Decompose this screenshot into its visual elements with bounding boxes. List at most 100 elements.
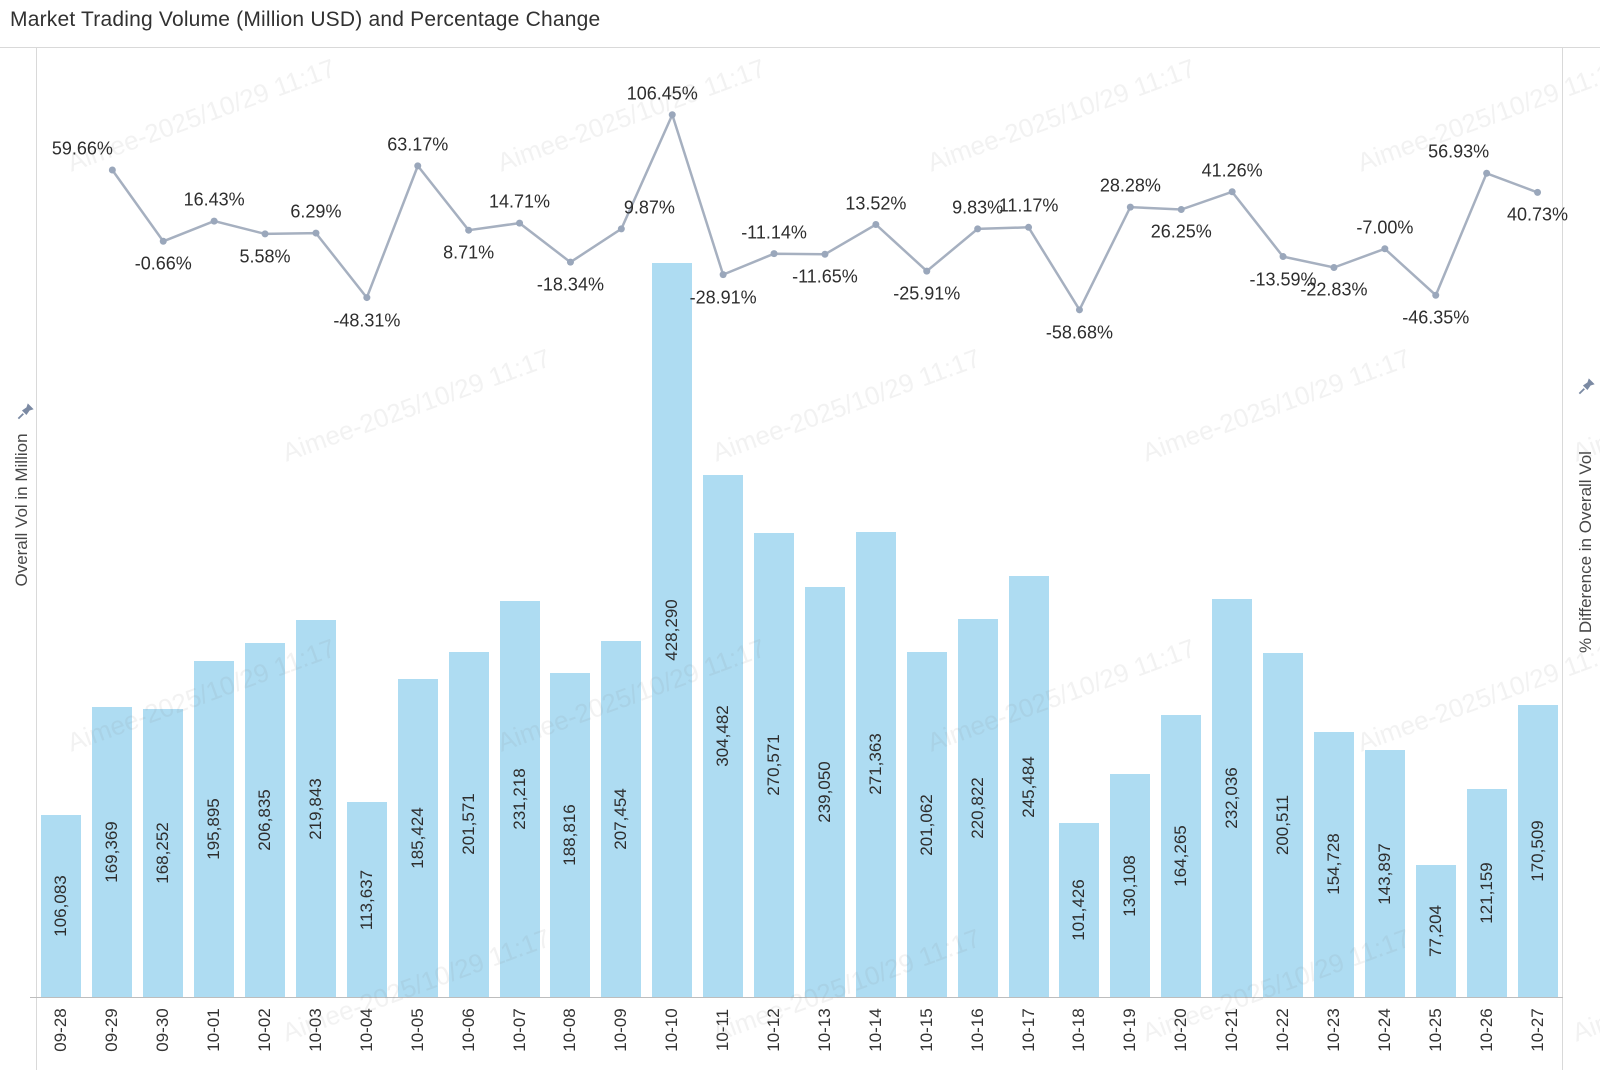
percent-change-label: -28.91% bbox=[689, 287, 757, 308]
plot-area bbox=[36, 47, 1563, 1070]
pin-icon-left-axis[interactable] bbox=[17, 402, 35, 420]
line-marker[interactable] bbox=[312, 229, 320, 237]
volume-bar[interactable] bbox=[1212, 599, 1253, 997]
volume-bar[interactable] bbox=[754, 533, 795, 997]
line-marker[interactable] bbox=[261, 230, 269, 238]
line-marker[interactable] bbox=[159, 237, 167, 245]
line-marker[interactable] bbox=[1075, 306, 1083, 314]
volume-bar[interactable] bbox=[957, 618, 998, 997]
bar-value-label: 170,509 bbox=[1527, 820, 1547, 882]
line-marker[interactable] bbox=[821, 250, 829, 258]
volume-bar[interactable] bbox=[1059, 823, 1100, 997]
percent-change-label: -25.91% bbox=[893, 283, 961, 304]
line-marker[interactable] bbox=[414, 162, 422, 170]
line-marker[interactable] bbox=[974, 225, 982, 233]
percent-change-label: 5.58% bbox=[239, 246, 291, 267]
pin-icon-right-axis[interactable] bbox=[1578, 377, 1596, 395]
volume-bar[interactable] bbox=[143, 708, 184, 997]
volume-bar[interactable] bbox=[397, 679, 438, 997]
bar-value-label: 206,835 bbox=[255, 789, 275, 851]
line-marker[interactable] bbox=[1228, 188, 1236, 196]
volume-bar[interactable] bbox=[703, 475, 744, 997]
volume-bar[interactable] bbox=[652, 262, 693, 997]
bar-value-label: 201,062 bbox=[916, 793, 936, 856]
bar-value-label: 188,816 bbox=[560, 804, 580, 866]
percent-change-label: -0.66% bbox=[134, 253, 192, 274]
percent-change-label: 16.43% bbox=[183, 189, 245, 210]
volume-bar[interactable] bbox=[245, 642, 286, 997]
percent-change-label: -13.59% bbox=[1249, 269, 1317, 290]
line-marker[interactable] bbox=[566, 258, 574, 266]
percent-change-label: 28.28% bbox=[1099, 175, 1161, 196]
line-marker[interactable] bbox=[1534, 188, 1542, 196]
bar-value-label: 270,571 bbox=[764, 734, 784, 796]
volume-bar[interactable] bbox=[448, 651, 489, 997]
line-marker[interactable] bbox=[1025, 223, 1033, 231]
bar-value-label: 245,484 bbox=[1018, 755, 1038, 818]
line-marker[interactable] bbox=[210, 217, 218, 225]
bar-value-label: 101,426 bbox=[1069, 879, 1089, 941]
volume-bar[interactable] bbox=[194, 661, 235, 997]
volume-bar[interactable] bbox=[92, 706, 133, 997]
line-marker[interactable] bbox=[923, 267, 931, 275]
line-marker[interactable] bbox=[516, 219, 524, 227]
volume-bar[interactable] bbox=[1313, 731, 1354, 997]
volume-bar[interactable] bbox=[1161, 715, 1202, 997]
volume-bar[interactable] bbox=[1364, 750, 1405, 997]
percent-change-label: -58.68% bbox=[1045, 322, 1113, 343]
bar-value-label: 231,218 bbox=[509, 768, 529, 830]
line-marker[interactable] bbox=[1177, 205, 1185, 213]
volume-bar[interactable] bbox=[906, 652, 947, 997]
line-marker[interactable] bbox=[719, 271, 727, 279]
volume-bar[interactable] bbox=[550, 673, 591, 997]
volume-bar[interactable] bbox=[1415, 864, 1456, 997]
bar-value-label: 207,454 bbox=[611, 788, 631, 850]
percent-change-label: 9.83% bbox=[952, 197, 1004, 218]
volume-bar[interactable] bbox=[1517, 704, 1558, 997]
percent-change-label: 9.87% bbox=[623, 197, 675, 218]
volume-bar[interactable] bbox=[1263, 653, 1304, 997]
bar-value-label: 201,571 bbox=[458, 793, 478, 855]
percent-change-label: 40.73% bbox=[1507, 204, 1569, 225]
volume-bar[interactable] bbox=[346, 802, 387, 997]
line-marker[interactable] bbox=[872, 221, 880, 229]
volume-bar[interactable] bbox=[499, 600, 540, 997]
line-marker[interactable] bbox=[1381, 245, 1389, 253]
line-marker[interactable] bbox=[1483, 169, 1491, 177]
line-marker[interactable] bbox=[1126, 203, 1134, 211]
percent-change-label: -18.34% bbox=[536, 274, 604, 295]
percent-change-label: 56.93% bbox=[1428, 141, 1490, 162]
line-marker[interactable] bbox=[617, 225, 625, 233]
bar-value-label: 195,895 bbox=[204, 798, 224, 860]
bar-value-label: 271,363 bbox=[865, 733, 885, 796]
volume-bar[interactable] bbox=[295, 620, 336, 997]
bar-value-label: 121,159 bbox=[1476, 862, 1496, 924]
title-divider bbox=[0, 47, 1600, 48]
percent-change-label: -11.14% bbox=[741, 222, 807, 243]
bar-value-label: 220,822 bbox=[967, 777, 987, 839]
line-marker[interactable] bbox=[363, 294, 371, 302]
line-marker[interactable] bbox=[1432, 291, 1440, 299]
bar-value-label: 200,511 bbox=[1273, 795, 1293, 856]
volume-bar[interactable] bbox=[855, 531, 896, 997]
volume-bar[interactable] bbox=[1110, 774, 1151, 997]
line-marker[interactable] bbox=[668, 111, 676, 119]
bar-value-label: 130,108 bbox=[1120, 854, 1140, 917]
percent-change-label: 6.29% bbox=[290, 201, 342, 222]
line-marker[interactable] bbox=[770, 250, 778, 258]
volume-bar[interactable] bbox=[1008, 576, 1049, 997]
line-marker[interactable] bbox=[1330, 263, 1338, 271]
line-marker[interactable] bbox=[465, 226, 473, 234]
volume-bar[interactable] bbox=[804, 587, 845, 997]
line-marker[interactable] bbox=[108, 166, 116, 174]
percent-change-label: 14.71% bbox=[489, 191, 551, 212]
percent-change-label: 8.71% bbox=[443, 242, 495, 263]
volume-bar[interactable] bbox=[601, 641, 642, 997]
volume-bar[interactable] bbox=[41, 815, 82, 997]
percent-change-label: 26.25% bbox=[1150, 221, 1212, 242]
bar-value-label: 154,728 bbox=[1323, 833, 1343, 896]
bar-value-label: 219,843 bbox=[305, 777, 325, 840]
line-marker[interactable] bbox=[1279, 253, 1287, 261]
volume-bar[interactable] bbox=[1466, 789, 1507, 997]
